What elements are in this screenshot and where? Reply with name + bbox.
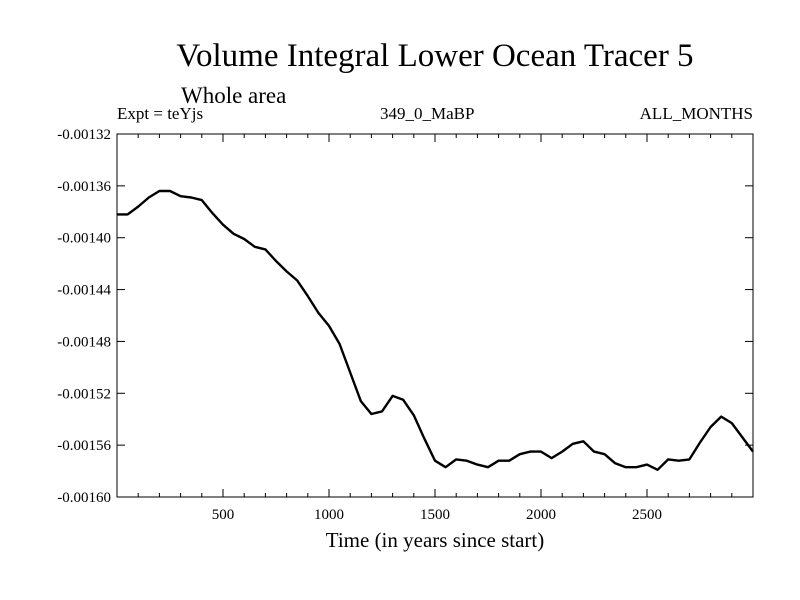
chart-subtitle: Whole area xyxy=(181,83,287,108)
x-axis-label: Time (in years since start) xyxy=(325,528,545,552)
experiment-label: Expt = teYjs xyxy=(117,104,204,123)
y-tick-label: -0.00160 xyxy=(57,490,111,506)
x-tick-label: 1000 xyxy=(314,507,344,523)
y-tick-label: -0.00156 xyxy=(57,438,111,454)
series-line xyxy=(117,189,754,471)
x-tick-label: 2500 xyxy=(632,507,662,523)
y-tick-label: -0.00152 xyxy=(57,386,111,402)
series-layer xyxy=(117,189,754,471)
y-tick-label: -0.00132 xyxy=(57,127,111,143)
y-axis: -0.00132 -0.00136 -0.00140 -0.00144 -0.00148… xyxy=(57,127,753,506)
months-label: ALL_MONTHS xyxy=(639,104,753,123)
y-tick-label: -0.00136 xyxy=(57,179,111,195)
plot-frame xyxy=(116,133,754,498)
x-tick-label: 1500 xyxy=(420,507,450,523)
y-tick-label: -0.00140 xyxy=(57,231,111,247)
x-tick-label: 500 xyxy=(212,507,235,523)
y-tick-label: -0.00148 xyxy=(57,334,111,350)
y-tick-label: -0.00144 xyxy=(57,283,111,299)
chart-title: Volume Integral Lower Ocean Tracer 5 xyxy=(176,38,694,74)
x-tick-label: 2000 xyxy=(526,507,556,523)
x-axis: 500 1000 1500 2000 2500 xyxy=(137,134,733,523)
run-label: 349_0_MaBP xyxy=(380,104,475,123)
